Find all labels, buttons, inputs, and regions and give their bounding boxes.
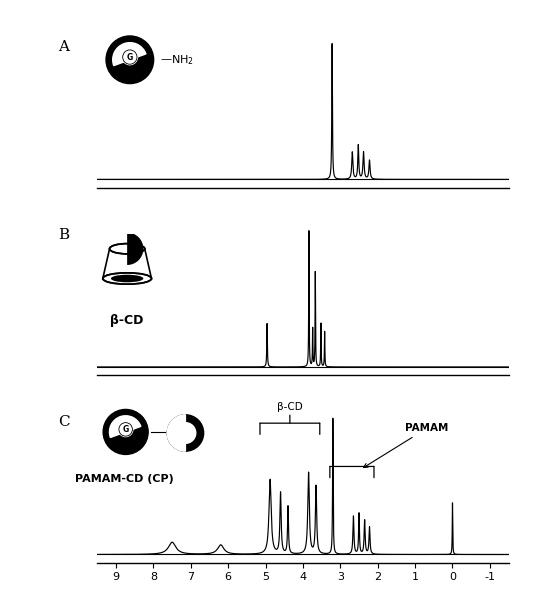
Polygon shape	[103, 249, 151, 278]
Wedge shape	[127, 232, 143, 265]
Wedge shape	[113, 42, 146, 65]
Circle shape	[118, 422, 133, 437]
Text: β-CD: β-CD	[277, 402, 303, 412]
Wedge shape	[167, 415, 186, 451]
Ellipse shape	[109, 244, 144, 254]
Text: G: G	[122, 425, 129, 434]
Text: A: A	[58, 40, 69, 54]
Text: PAMAM-CD (CP): PAMAM-CD (CP)	[75, 474, 174, 484]
Ellipse shape	[111, 275, 143, 283]
Text: —NH$_2$: —NH$_2$	[160, 53, 193, 67]
Text: C: C	[58, 415, 70, 429]
Text: β-CD: β-CD	[110, 314, 144, 327]
Circle shape	[122, 50, 137, 65]
Ellipse shape	[103, 273, 151, 284]
Circle shape	[103, 410, 148, 454]
Circle shape	[167, 415, 203, 451]
Text: PAMAM: PAMAM	[364, 423, 448, 468]
Circle shape	[106, 36, 154, 83]
Text: B: B	[58, 227, 69, 241]
Text: G: G	[127, 53, 133, 62]
Wedge shape	[109, 416, 141, 437]
Circle shape	[175, 423, 196, 443]
